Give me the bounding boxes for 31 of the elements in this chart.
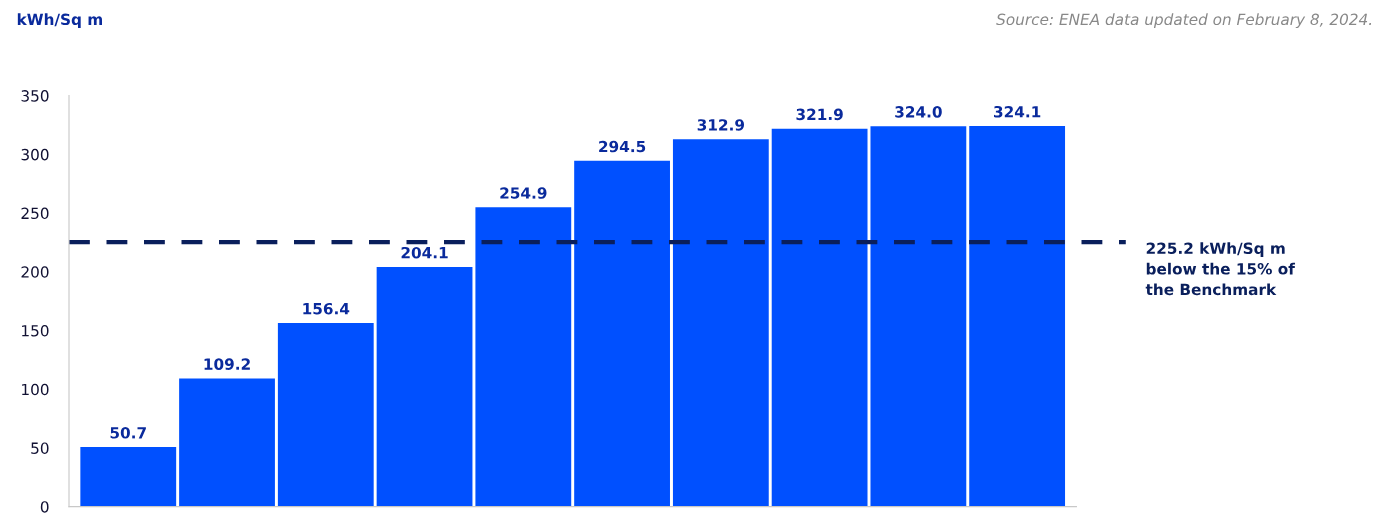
data-label: 324.0 <box>895 106 942 118</box>
bar <box>277 323 374 507</box>
bar <box>870 126 967 507</box>
data-label: 254.9 <box>500 187 547 199</box>
data-label: 321.9 <box>796 108 843 121</box>
bar <box>969 126 1066 507</box>
data-label: 312.9 <box>697 119 745 131</box>
y-axis-title: kWh/Sq m <box>17 13 102 29</box>
y-tick-label: 50 <box>31 442 49 454</box>
source-note: Source: ENEA data updated on February 8, 2024. <box>996 13 1372 29</box>
ref-line-label: 225.2 kWh/Sq m below the 15% of the Benchmark <box>1145 242 1296 296</box>
y-tick-label: 100 <box>22 383 49 396</box>
data-label: 294.5 <box>599 140 646 153</box>
bar <box>672 139 769 507</box>
data-label: 324.1 <box>994 105 1041 118</box>
data-label: 156.4 <box>303 302 350 315</box>
bar <box>80 447 177 507</box>
y-tick-label: 350 <box>21 90 49 102</box>
bar <box>376 266 473 507</box>
y-tick-label: 150 <box>22 324 49 337</box>
bar <box>771 128 868 507</box>
data-label: 204.1 <box>401 246 448 259</box>
bar <box>475 207 572 507</box>
data-label: 109.2 <box>204 358 250 370</box>
y-tick-label: 200 <box>21 266 49 278</box>
bar <box>574 160 670 507</box>
data-label: 50.7 <box>110 427 146 439</box>
y-tick-label: 300 <box>21 148 49 161</box>
y-tick-label: 250 <box>21 207 49 220</box>
y-tick-label: 0 <box>40 501 49 513</box>
bar <box>179 378 275 507</box>
